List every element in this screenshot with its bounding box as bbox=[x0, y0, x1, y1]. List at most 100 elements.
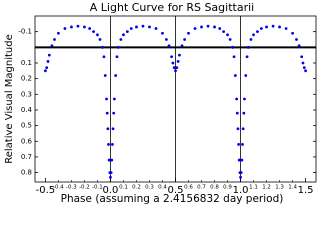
x-tick-label: 1.0 bbox=[233, 185, 249, 196]
x-minor-tick-label: 0.3 bbox=[145, 185, 154, 191]
data-point bbox=[115, 55, 119, 59]
data-point bbox=[171, 61, 175, 65]
data-point bbox=[178, 53, 181, 57]
data-point bbox=[246, 45, 250, 49]
data-point bbox=[106, 127, 110, 131]
y-tick-label: -0.1 bbox=[18, 28, 32, 36]
chart: A Light Curve for RS Sagittarii Phase (a… bbox=[4, 1, 317, 205]
data-point bbox=[232, 55, 236, 59]
data-point bbox=[239, 171, 243, 175]
data-point bbox=[235, 111, 239, 115]
data-point bbox=[50, 44, 54, 48]
x-tick-label: 0.5 bbox=[168, 185, 184, 196]
data-point bbox=[116, 45, 120, 49]
data-point bbox=[172, 66, 176, 70]
data-point bbox=[278, 25, 281, 29]
data-point bbox=[96, 33, 99, 37]
x-minor-tick-label: 0.4 bbox=[158, 185, 167, 191]
data-point bbox=[265, 25, 268, 29]
data-point bbox=[105, 97, 108, 101]
data-point bbox=[241, 127, 245, 131]
data-point bbox=[103, 74, 107, 77]
data-point bbox=[213, 25, 216, 29]
data-point bbox=[239, 175, 242, 179]
x-minor-tick-label: -0.2 bbox=[79, 185, 90, 191]
data-point bbox=[187, 31, 190, 35]
x-minor-tick-label: -0.3 bbox=[66, 185, 77, 191]
data-point bbox=[46, 60, 50, 63]
data-point bbox=[259, 27, 263, 30]
data-point bbox=[244, 74, 248, 77]
x-minor-tick-label: 0.7 bbox=[197, 185, 206, 191]
data-point bbox=[233, 74, 237, 77]
data-point bbox=[226, 33, 229, 37]
data-point bbox=[167, 44, 171, 48]
data-point bbox=[271, 24, 275, 28]
y-tick-label: 0.5 bbox=[21, 122, 32, 130]
data-point bbox=[218, 27, 222, 30]
y-tick-label: 0.6 bbox=[21, 137, 33, 145]
data-point bbox=[125, 30, 129, 34]
data-point bbox=[63, 27, 67, 30]
x-tick-label: -0.5 bbox=[36, 185, 56, 196]
data-point bbox=[304, 69, 307, 73]
y-tick-label: 0.2 bbox=[21, 75, 32, 83]
data-point bbox=[105, 111, 109, 115]
data-point bbox=[141, 24, 145, 28]
data-point bbox=[135, 25, 138, 29]
data-point bbox=[109, 175, 112, 179]
data-point bbox=[88, 27, 92, 30]
data-point bbox=[242, 111, 246, 115]
data-point bbox=[235, 97, 239, 101]
data-point bbox=[98, 38, 102, 41]
y-tick-label: 0.4 bbox=[21, 106, 33, 114]
y-tick-label: 0.3 bbox=[21, 90, 32, 98]
data-point bbox=[112, 111, 116, 115]
data-point bbox=[241, 143, 244, 146]
data-point bbox=[53, 38, 56, 41]
data-point bbox=[228, 38, 232, 41]
data-point bbox=[200, 25, 203, 29]
x-minor-tick-label: 0.8 bbox=[210, 185, 219, 191]
data-point bbox=[83, 25, 86, 29]
data-point bbox=[297, 44, 301, 48]
data-point bbox=[110, 158, 114, 162]
data-point bbox=[154, 27, 158, 30]
data-point bbox=[170, 55, 173, 59]
data-point bbox=[193, 27, 197, 30]
data-point bbox=[249, 38, 253, 41]
data-point bbox=[291, 31, 294, 35]
data-point bbox=[57, 31, 60, 35]
data-point bbox=[295, 38, 298, 41]
x-minor-tick-label: 0.2 bbox=[132, 185, 141, 191]
y-tick-label: 0.7 bbox=[21, 153, 32, 161]
chart-title: A Light Curve for RS Sagittarii bbox=[90, 1, 254, 14]
data-point bbox=[245, 55, 249, 59]
data-point bbox=[252, 33, 255, 37]
data-point bbox=[122, 33, 125, 37]
x-minor-tick-label: 1.2 bbox=[262, 185, 271, 191]
data-point bbox=[180, 44, 184, 48]
data-point bbox=[256, 30, 259, 34]
data-point bbox=[183, 38, 187, 41]
data-point bbox=[107, 158, 111, 162]
y-tick-label: 0.8 bbox=[21, 169, 32, 177]
data-point bbox=[222, 30, 226, 34]
data-point bbox=[129, 27, 133, 30]
data-point bbox=[70, 25, 73, 29]
x-axis-label: Phase (assuming a 2.4156832 day period) bbox=[61, 193, 284, 205]
data-point bbox=[175, 66, 179, 70]
data-point bbox=[101, 45, 105, 49]
data-point bbox=[112, 97, 116, 101]
data-point bbox=[114, 74, 118, 77]
x-minor-tick-label: 1.1 bbox=[249, 185, 258, 191]
x-minor-tick-label: -0.4 bbox=[53, 185, 64, 191]
data-point bbox=[107, 143, 110, 146]
data-point bbox=[300, 55, 304, 59]
data-point bbox=[92, 30, 95, 34]
x-tick-label: 0.0 bbox=[103, 185, 119, 196]
data-point bbox=[243, 97, 246, 101]
x-minor-tick-label: 0.9 bbox=[223, 185, 232, 191]
data-point bbox=[176, 60, 180, 63]
data-point bbox=[76, 24, 80, 28]
